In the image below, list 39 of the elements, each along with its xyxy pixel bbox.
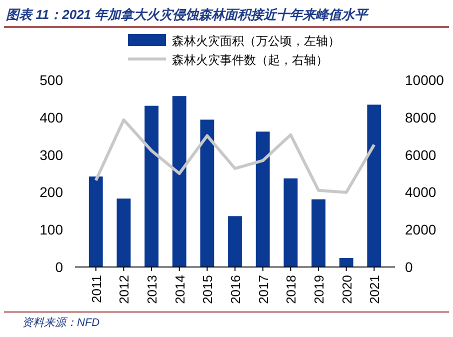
legend-label: 森林火灾事件数（起，右轴）: [172, 53, 328, 67]
x-tick-label: 2017: [256, 275, 271, 304]
bar: [339, 258, 354, 267]
bar: [367, 104, 382, 267]
bar: [88, 176, 103, 267]
x-tick-label: 2014: [172, 275, 188, 304]
x-tick-label: 2018: [284, 275, 299, 304]
text: 资料来源：NFD: [22, 316, 100, 329]
y-tick-label: 500: [40, 72, 64, 88]
bar: [256, 132, 270, 267]
bar: [172, 96, 186, 267]
y-tick-label: 0: [55, 259, 64, 275]
x-tick-label: 2019: [311, 275, 326, 304]
x-tick-label: 2015: [200, 275, 216, 304]
x-tick-label: 2016: [228, 275, 243, 304]
y-tick-label: 200: [40, 184, 64, 200]
x-tick-label: 2011: [88, 275, 104, 303]
y2-tick-label: 6000: [405, 146, 436, 163]
x-tick-label: 2012: [116, 275, 132, 304]
y-tick-label: 300: [40, 146, 64, 163]
chart-title: 图表 11：2021 年加拿大火灾侵蚀森林面积接近十年来峰值水平: [6, 7, 370, 22]
x-tick-label: 2021: [367, 275, 382, 304]
bar: [312, 199, 326, 267]
bar: [284, 178, 298, 267]
x-tick-label: 2020: [339, 275, 354, 304]
x-tick-label: 2013: [144, 275, 160, 304]
bar: [144, 106, 158, 267]
y2-tick-label: 0: [405, 259, 413, 275]
y2-tick-label: 2000: [405, 222, 436, 238]
y2-tick-label: 4000: [405, 184, 436, 200]
y-tick-label: 400: [40, 109, 64, 126]
y2-tick-label: 10000: [405, 72, 444, 88]
bar: [116, 198, 131, 267]
bar: [228, 216, 242, 267]
bar: [200, 120, 214, 267]
y-tick-label: 100: [40, 222, 64, 238]
legend-label: 森林火灾面积（万公顷，左轴）: [172, 34, 340, 48]
line-series: [94, 118, 376, 194]
y2-tick-label: 8000: [405, 109, 436, 126]
